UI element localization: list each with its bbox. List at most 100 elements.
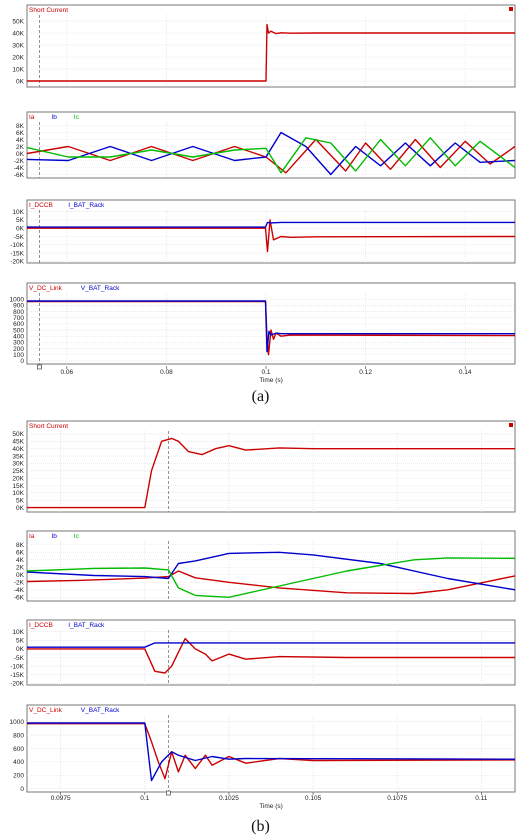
xtick-label: 0.0975	[51, 795, 71, 802]
ytick-label: 0	[20, 786, 24, 793]
ytick-label: 400	[13, 334, 24, 341]
series-i-bat-rack-line	[27, 642, 515, 648]
ytick-label: 200	[13, 346, 24, 353]
ytick-label: 10K	[12, 629, 24, 636]
xtick-label: 0.08	[160, 369, 173, 376]
ytick-label: 20K	[12, 54, 24, 61]
ytick-label: 6K	[16, 130, 25, 137]
series-v-bat-rack-line	[27, 722, 516, 782]
ytick-label: 5K	[16, 217, 25, 224]
xtick-label: 0.1	[140, 795, 149, 802]
ytick-label: -2K	[14, 580, 25, 587]
ytick-label: 0K	[16, 78, 25, 85]
ytick-label: 800	[13, 732, 24, 739]
ytick-label: 10K	[12, 66, 24, 73]
panel-marker-icon	[509, 423, 513, 427]
panel-a4: V_DC_Link V_BAT_Rack 010020030040050060070…	[10, 282, 516, 365]
legend-short current: Short Current	[29, 423, 68, 430]
xtick-label: 0.1075	[387, 795, 407, 802]
series-short current-line	[27, 437, 515, 509]
ytick-label: 20K	[12, 475, 24, 482]
xtick-label: 0.105	[305, 795, 322, 802]
series-i-dccb-line	[27, 637, 515, 674]
legend-ic: Ic	[74, 114, 80, 121]
ytick-label: 0K	[16, 151, 25, 158]
series-i-bat-rack-line	[27, 221, 515, 228]
ytick-label: -10K	[10, 242, 24, 249]
ytick-label: 900	[13, 303, 24, 310]
caption-a: (a)	[251, 388, 270, 405]
legend-v-bat-rack: V_BAT_Rack	[81, 285, 120, 292]
ytick-label: 200	[13, 773, 24, 780]
ytick-label: -20K	[10, 681, 24, 688]
panel-frame	[26, 111, 516, 179]
ytick-label: 15K	[12, 483, 24, 490]
ytick-label: 40K	[12, 30, 24, 37]
x-axis-label: Time (s)	[259, 377, 283, 384]
ytick-label: 25K	[12, 468, 24, 475]
series-ic-line	[26, 137, 516, 174]
ytick-label: 300	[13, 340, 24, 347]
ytick-label: -15K	[10, 250, 24, 257]
cursor-marker-icon	[37, 364, 42, 370]
ytick-label: 45K	[12, 439, 24, 446]
series-v-bat-rack-line	[27, 300, 515, 353]
legend-v-dc-link: V_DC_Link	[29, 285, 63, 292]
xtick-label: 0.12	[359, 369, 372, 376]
x-axis-label: Time (s)	[259, 803, 283, 810]
series-ib-line	[26, 551, 516, 591]
panel-a1: Short Current 0K 10K 20K 30K 40K 50K	[12, 4, 516, 88]
ytick-label: -10K	[10, 663, 24, 670]
ytick-label: 600	[13, 321, 24, 328]
ytick-label: -6K	[14, 172, 25, 179]
ytick-label: 8K	[16, 542, 25, 549]
series-ic-line	[26, 557, 516, 598]
ytick-label: 1000	[10, 296, 25, 303]
ytick-label: 50K	[12, 431, 24, 438]
legend-ia: Ia	[29, 114, 35, 121]
ytick-label: 500	[13, 327, 24, 334]
series-ia-line	[26, 570, 516, 595]
caption-b: (b)	[251, 818, 270, 835]
ytick-label: 10K	[12, 490, 24, 497]
xtick-label: 0.1025	[219, 795, 239, 802]
ytick-label: 400	[13, 759, 24, 766]
series-i-dccb-line	[27, 219, 516, 253]
ytick-label: 4K	[16, 557, 25, 564]
ytick-label: 700	[13, 315, 24, 322]
ytick-label: 800	[13, 309, 24, 316]
ytick-label: 35K	[12, 453, 24, 460]
ytick-label: 2K	[16, 565, 25, 572]
ytick-label: 4K	[16, 137, 25, 144]
ytick-label: -15K	[10, 672, 24, 679]
xtick-label: 0.14	[459, 369, 472, 376]
series-short current-line	[27, 23, 515, 82]
ytick-label: 600	[13, 746, 24, 753]
ytick-label: 0K	[16, 646, 25, 653]
ytick-label: 100	[13, 352, 24, 359]
legend-v-bat-rack: V_BAT_Rack	[81, 707, 120, 714]
legend-i-bat-rack: I_BAT_Rack	[68, 622, 105, 629]
ytick-label: 6K	[16, 550, 25, 557]
series-v-dc-link-line	[27, 723, 516, 780]
panel-marker-icon	[509, 7, 513, 11]
legend-ib: Ib	[51, 533, 57, 540]
panel-frame	[26, 199, 516, 264]
legend-i-dccb: I_DCCB	[29, 622, 53, 629]
ytick-label: 2K	[16, 144, 25, 151]
ytick-label: 0K	[16, 226, 25, 233]
panel-frame	[26, 619, 516, 686]
xtick-label: 0.11	[475, 795, 488, 802]
ytick-label: 0K	[16, 505, 25, 512]
ytick-label: 40K	[12, 446, 24, 453]
series-ib-line	[26, 131, 516, 176]
ytick-label: -5K	[14, 234, 25, 241]
ytick-label: -4K	[14, 165, 25, 172]
cursor-marker-icon	[166, 790, 171, 796]
legend-short current: Short Current	[29, 7, 68, 14]
ytick-label: 50K	[12, 18, 24, 25]
ytick-label: 5K	[16, 498, 25, 505]
